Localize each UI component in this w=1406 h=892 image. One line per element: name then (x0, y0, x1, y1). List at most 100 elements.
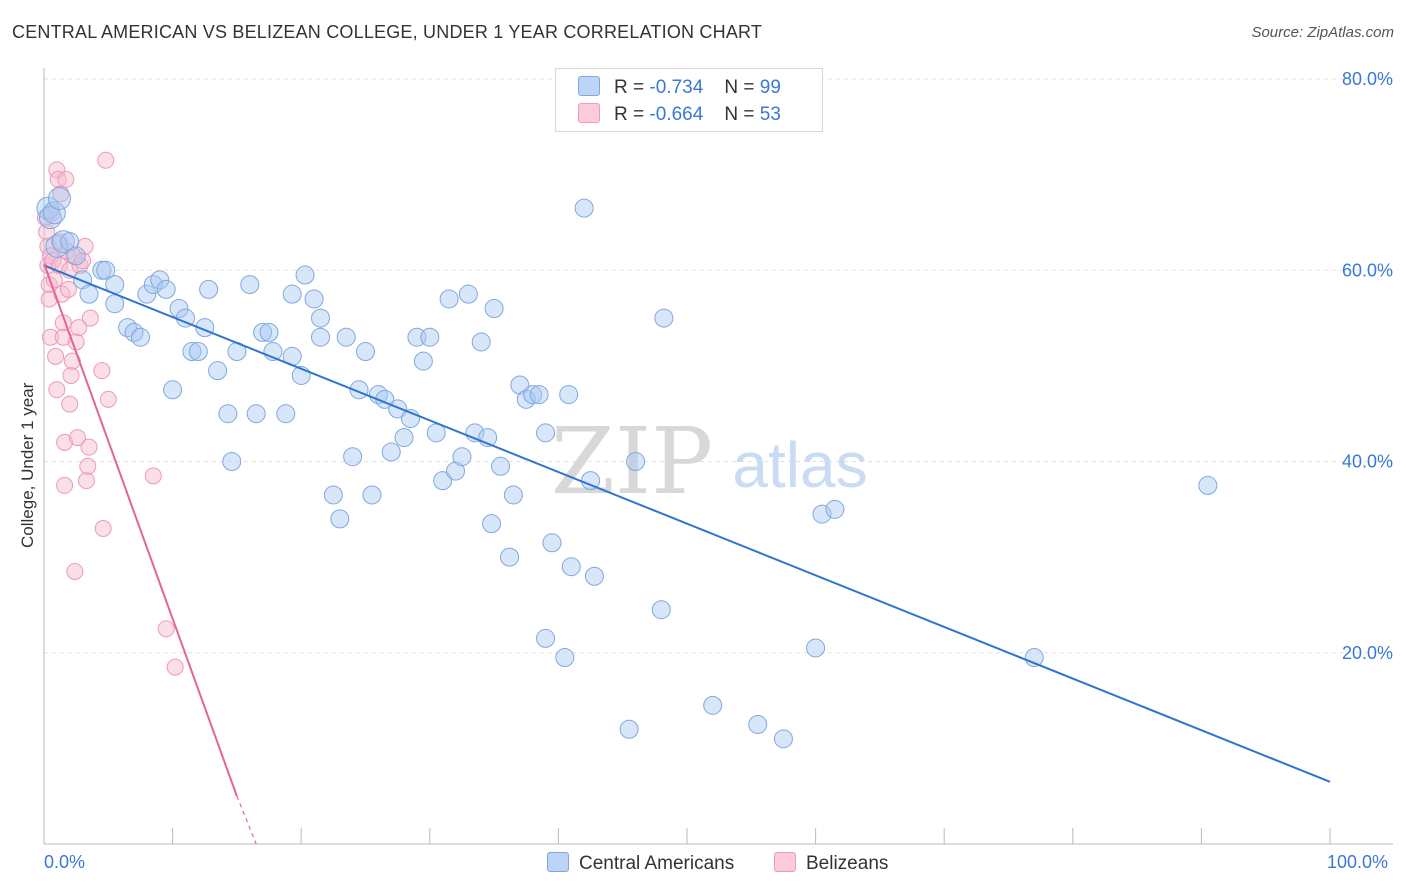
central-american-point (96, 260, 116, 280)
source-credit: Source: ZipAtlas.com (1251, 24, 1394, 41)
belizean-point (38, 223, 56, 241)
central-american-point (259, 322, 279, 342)
central-american-point (773, 729, 793, 749)
central-american-point (452, 447, 472, 467)
central-american-point (188, 342, 208, 362)
central-american-point (362, 485, 382, 505)
central-american-point (626, 452, 646, 471)
central-american-point (73, 270, 93, 290)
central-american-point (536, 628, 556, 648)
central-american-point (310, 327, 330, 347)
belizean-point (99, 390, 117, 408)
central-american-point (240, 275, 260, 295)
belizean-point (93, 362, 111, 380)
belizean-point (94, 519, 112, 537)
central-american-point (208, 361, 228, 381)
central-american-point (182, 342, 202, 362)
central-american-point (282, 284, 302, 304)
y-axis-label: College, Under 1 year (18, 382, 37, 548)
central-american-point (356, 342, 375, 362)
central-american-point (42, 201, 66, 225)
belizean-point (68, 429, 86, 447)
central-american-point (199, 279, 219, 299)
watermark-zip: ZIP (551, 408, 713, 515)
central-american-point (163, 380, 183, 400)
central-american-point (574, 198, 594, 218)
central-american-point (336, 327, 356, 347)
belizean-trendline-extension (236, 795, 257, 845)
y-tick-labels: 20.0% 40.0% 60.0% 80.0% (1342, 69, 1393, 663)
r-label: R = (614, 104, 645, 125)
central-american-point (47, 187, 71, 211)
central-american-point (45, 234, 69, 258)
y-tick-label-40: 40.0% (1342, 452, 1393, 472)
central-american-point (825, 499, 845, 519)
central-american-point (458, 284, 478, 304)
n-label: N = (724, 77, 755, 98)
belizean-point (166, 658, 184, 676)
central-american-point (1198, 475, 1218, 495)
central-american-point (388, 399, 408, 419)
central-american-point (619, 719, 639, 739)
central-american-point (482, 514, 502, 534)
central-american-point (748, 714, 768, 734)
central-american-point (806, 638, 826, 658)
belizean-point (61, 395, 79, 413)
central-american-point (500, 547, 520, 567)
central-american-point (420, 327, 440, 347)
belizean-point (70, 319, 88, 337)
x-tick-label-min: 0.0% (44, 852, 86, 872)
belizean-trendline (43, 263, 238, 797)
bottom-legend-central-americans: Central Americans (547, 852, 734, 875)
central-american-points (36, 187, 1218, 749)
central-american-point (703, 695, 723, 715)
central-american-point (218, 404, 238, 424)
central-american-point (66, 246, 86, 266)
central-american-point (510, 375, 530, 395)
central-american-point (651, 600, 671, 620)
central-american-point (150, 270, 170, 290)
central-american-point (276, 404, 296, 424)
central-american-point (394, 428, 414, 448)
central-american-point (812, 504, 832, 524)
watermark-atlas: atlas (732, 429, 867, 501)
belizean-point (77, 472, 95, 490)
central-american-point (38, 206, 62, 230)
y-tick-label-20: 20.0% (1342, 643, 1393, 663)
central-american-point (654, 308, 674, 328)
belizean-point (56, 433, 74, 451)
central-american-point (471, 332, 491, 352)
central-american-point (79, 284, 99, 304)
central-american-point (60, 232, 80, 252)
n-value: 53 (759, 104, 781, 125)
central-american-point (323, 485, 343, 505)
belizean-point (144, 467, 162, 485)
belizean-point (79, 457, 97, 475)
belizean-point (66, 562, 84, 580)
belizean-point (56, 476, 74, 494)
stats-legend-row-belizeans: R = -0.664 N = 53 (578, 103, 781, 126)
central-american-point (559, 385, 579, 405)
gridlines (44, 78, 1393, 654)
central-american-trendline (43, 264, 1331, 783)
belizean-point (41, 247, 59, 265)
central-american-point (523, 385, 543, 405)
central-american-point (330, 509, 350, 529)
central-american-point (413, 351, 433, 371)
bottom-legend-label: Central Americans (579, 853, 735, 874)
axes (43, 68, 1393, 845)
belizean-points (36, 151, 184, 676)
central-american-point (536, 423, 556, 443)
central-american-point (51, 230, 75, 254)
central-american-point (253, 322, 273, 342)
n-value: 99 (759, 77, 781, 98)
belizean-point (80, 438, 98, 456)
belizean-point (62, 366, 80, 384)
bottom-legend-swatch-blue (547, 852, 569, 872)
central-american-point (295, 265, 315, 285)
watermark: ZIP atlas (551, 408, 868, 515)
belizean-point (41, 328, 59, 346)
r-label: R = (614, 77, 645, 98)
regression-lines (43, 263, 1331, 845)
r-value: -0.664 (649, 104, 704, 125)
